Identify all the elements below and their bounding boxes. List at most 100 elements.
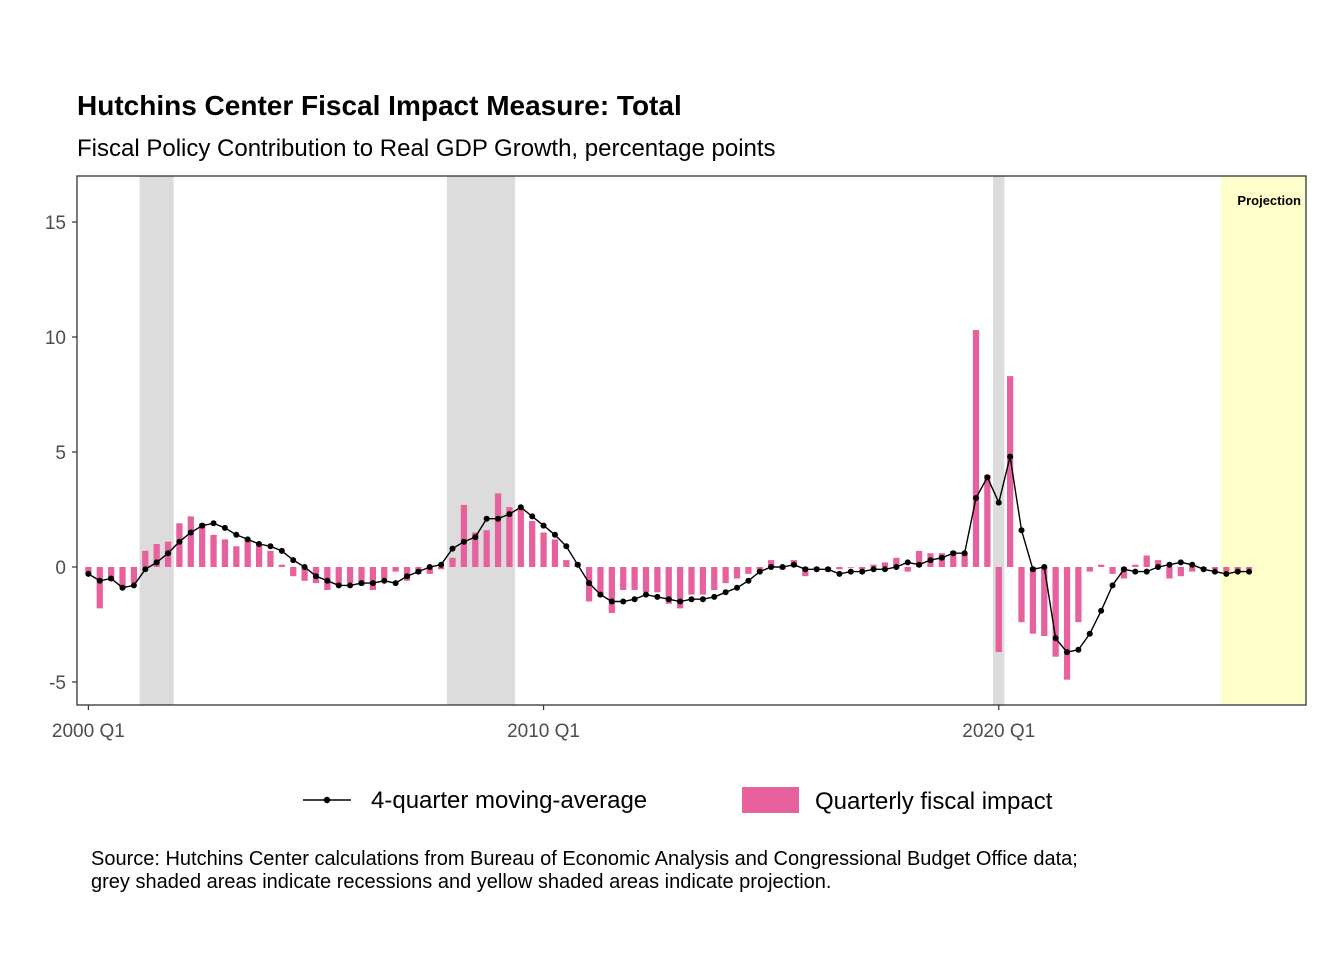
moving-average-point — [176, 538, 183, 545]
bar-quarterly — [460, 504, 468, 567]
bar-quarterly — [517, 509, 524, 567]
recession-band-3 — [993, 176, 1005, 705]
moving-average-point — [438, 561, 445, 568]
moving-average-point — [1223, 570, 1230, 577]
moving-average-point — [847, 568, 854, 575]
moving-average-point — [233, 531, 240, 538]
chart-subtitle: Fiscal Policy Contribution to Real GDP G… — [77, 135, 776, 162]
moving-average-point — [96, 577, 103, 584]
moving-average-point — [1086, 630, 1093, 637]
moving-average-point — [1246, 568, 1253, 575]
moving-average-point — [1166, 561, 1173, 568]
bar-quarterly — [119, 567, 126, 588]
moving-average-point — [586, 580, 593, 587]
bar-quarterly — [665, 567, 672, 604]
bar-quarterly — [267, 550, 274, 567]
bar-quarterly — [1223, 567, 1230, 572]
x-tick-label: 2010 Q1 — [507, 721, 580, 742]
moving-average-point — [688, 596, 695, 603]
moving-average-point — [642, 591, 649, 598]
moving-average-point — [1098, 607, 1105, 614]
bar-quarterly — [722, 567, 729, 584]
bar-quarterly — [233, 546, 240, 567]
bar-quarterly — [1189, 567, 1196, 572]
moving-average-point — [495, 515, 502, 522]
moving-average-point — [392, 580, 399, 587]
bar-quarterly — [1063, 567, 1071, 680]
moving-average-point — [1200, 566, 1207, 573]
projection-band — [1220, 176, 1306, 705]
moving-average-point — [790, 561, 797, 568]
source-note-line-2: grey shaded areas indicate recessions an… — [91, 871, 831, 893]
moving-average-point — [415, 568, 422, 575]
moving-average-point — [540, 522, 547, 529]
bar-quarterly — [1143, 555, 1150, 567]
y-tick-label: 15 — [45, 213, 66, 234]
bar-quarterly — [506, 507, 513, 567]
bar-quarterly — [608, 567, 615, 613]
bar-quarterly — [1075, 567, 1082, 623]
bar-quarterly — [392, 567, 399, 572]
moving-average-point — [358, 580, 365, 587]
bar-quarterly — [438, 567, 445, 570]
y-tick-label: 10 — [45, 328, 66, 349]
moving-average-point — [620, 598, 627, 605]
bar-quarterly — [130, 567, 138, 584]
bar-quarterly — [278, 564, 285, 567]
bar-quarterly — [1086, 567, 1093, 572]
moving-average-point — [984, 474, 991, 481]
moving-average-line — [88, 456, 1250, 653]
projection-label: Projection — [1237, 193, 1301, 208]
recession-band-2 — [446, 176, 516, 705]
bar-series — [85, 330, 1253, 680]
moving-average-point — [768, 564, 775, 570]
moving-average-point — [1041, 564, 1048, 570]
moving-average-point — [574, 561, 581, 568]
moving-average-point — [1109, 582, 1116, 589]
bar-quarterly — [768, 560, 775, 567]
moving-average-point — [836, 570, 843, 577]
bar-quarterly — [688, 567, 695, 595]
moving-average-point — [950, 550, 957, 557]
moving-average-point — [654, 593, 661, 600]
bar-quarterly — [346, 567, 354, 584]
bar-quarterly — [654, 567, 661, 593]
bar-quarterly — [870, 564, 877, 567]
moving-average-point — [1177, 559, 1184, 566]
bar-quarterly — [108, 567, 115, 581]
bar-quarterly — [1177, 567, 1184, 577]
bar-quarterly — [1052, 567, 1059, 657]
bar-quarterly — [836, 567, 843, 570]
plot-border — [76, 175, 1307, 706]
moving-average-point — [460, 538, 467, 545]
bar-quarterly — [483, 530, 490, 567]
bar-quarterly — [244, 539, 251, 567]
bar-quarterly — [176, 523, 183, 567]
moving-average-point — [347, 582, 354, 589]
bar-quarterly — [551, 539, 559, 567]
moving-average-point — [995, 499, 1002, 506]
bar-quarterly — [1166, 567, 1173, 579]
bar-quarterly — [153, 544, 160, 567]
moving-average-point — [631, 596, 638, 603]
moving-average-point — [1120, 566, 1127, 573]
moving-average-point — [734, 584, 741, 591]
bar-quarterly — [859, 567, 866, 570]
moving-average-point — [881, 566, 888, 573]
bar-quarterly — [199, 523, 206, 567]
bar-quarterly — [915, 550, 923, 567]
bar-quarterly — [187, 516, 194, 567]
moving-average-point — [335, 582, 342, 589]
moving-average-point — [426, 564, 433, 570]
bar-quarterly — [1029, 567, 1037, 634]
moving-average-point — [779, 564, 786, 570]
bar-quarterly — [255, 544, 263, 567]
x-tick-label: 2020 Q1 — [962, 721, 1035, 742]
chart-title: Hutchins Center Fiscal Impact Measure: T… — [77, 90, 682, 121]
moving-average-point — [85, 570, 92, 577]
bar-quarterly — [972, 330, 980, 567]
legend-point-swatch — [323, 796, 331, 804]
recession-band-1 — [139, 176, 174, 705]
moving-average-point — [119, 584, 126, 591]
